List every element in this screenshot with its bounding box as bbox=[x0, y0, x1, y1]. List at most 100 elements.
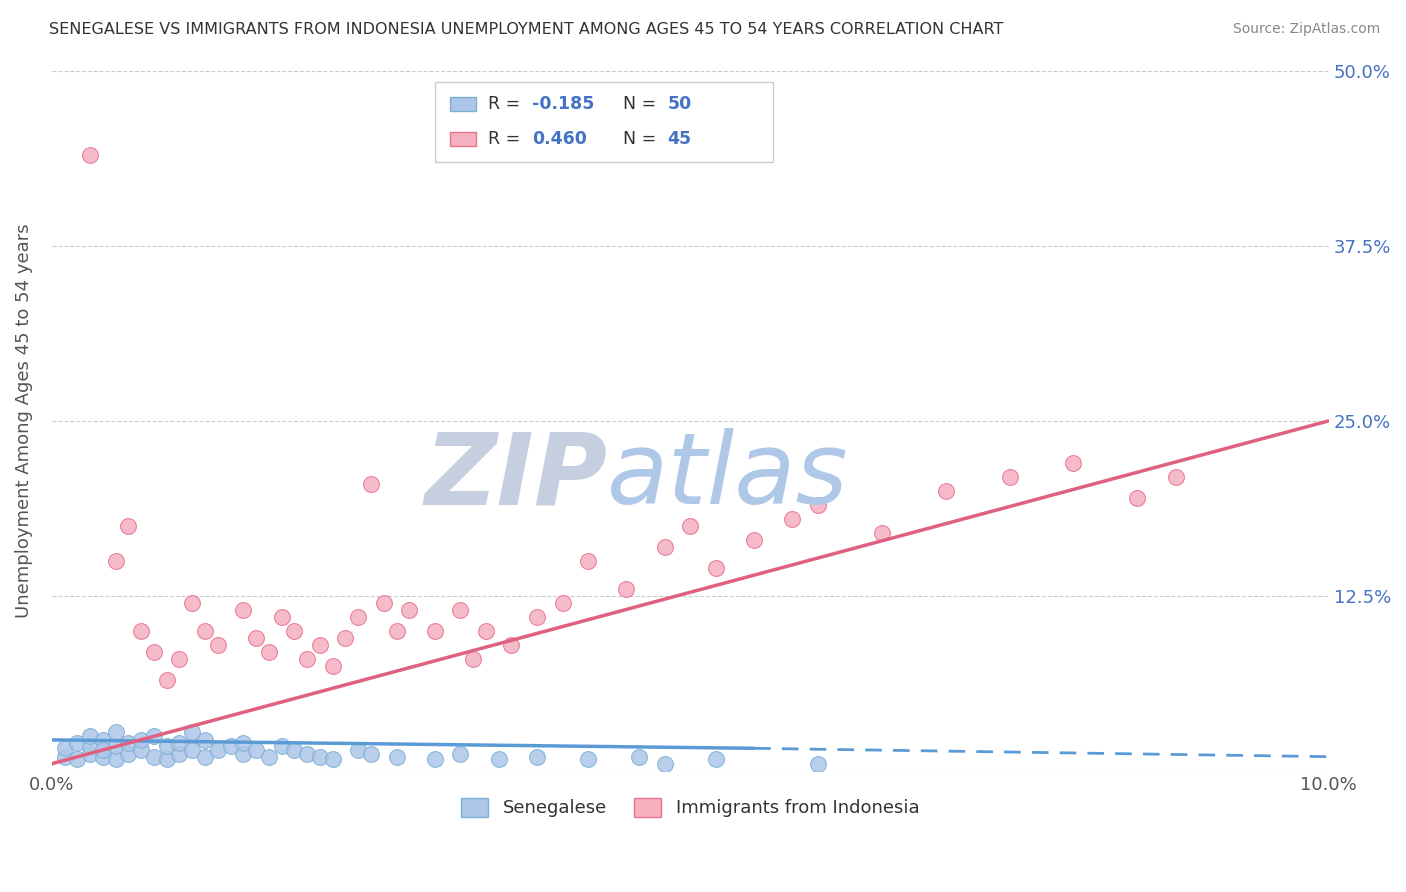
Point bbox=[283, 624, 305, 638]
Point bbox=[181, 596, 204, 610]
Point bbox=[129, 742, 152, 756]
Point bbox=[53, 749, 76, 764]
Point bbox=[309, 749, 332, 764]
Point bbox=[526, 749, 548, 764]
Point bbox=[576, 752, 599, 766]
Text: 0.460: 0.460 bbox=[531, 130, 586, 148]
Point bbox=[169, 736, 191, 750]
Point bbox=[117, 747, 139, 761]
Point bbox=[742, 533, 765, 547]
Text: R =: R = bbox=[488, 95, 526, 113]
Text: N =: N = bbox=[623, 130, 661, 148]
Point bbox=[79, 148, 101, 162]
Point bbox=[501, 638, 523, 652]
Point bbox=[232, 747, 254, 761]
Point bbox=[526, 609, 548, 624]
Point bbox=[628, 749, 651, 764]
Text: atlas: atlas bbox=[607, 428, 849, 525]
Point bbox=[347, 609, 370, 624]
Point bbox=[1062, 456, 1084, 470]
Legend: Senegalese, Immigrants from Indonesia: Senegalese, Immigrants from Indonesia bbox=[454, 791, 927, 824]
Point bbox=[998, 470, 1021, 484]
Text: -0.185: -0.185 bbox=[531, 95, 595, 113]
Point bbox=[295, 747, 318, 761]
Point bbox=[551, 596, 574, 610]
Point bbox=[935, 483, 957, 498]
Point bbox=[104, 739, 127, 753]
Point bbox=[782, 512, 804, 526]
Point bbox=[1126, 491, 1149, 505]
Point bbox=[156, 673, 179, 687]
Point bbox=[232, 736, 254, 750]
Point bbox=[1164, 470, 1187, 484]
Point bbox=[270, 609, 292, 624]
Point bbox=[66, 752, 89, 766]
Point bbox=[232, 603, 254, 617]
Point bbox=[219, 739, 242, 753]
Point bbox=[194, 749, 217, 764]
Point bbox=[488, 752, 510, 766]
Point bbox=[156, 739, 179, 753]
FancyBboxPatch shape bbox=[450, 132, 475, 146]
Point bbox=[309, 638, 332, 652]
Point bbox=[616, 582, 638, 596]
Point bbox=[257, 749, 280, 764]
Point bbox=[360, 747, 382, 761]
Point bbox=[181, 724, 204, 739]
Point bbox=[91, 742, 114, 756]
Point bbox=[373, 596, 395, 610]
Point bbox=[385, 624, 408, 638]
Point bbox=[156, 752, 179, 766]
Y-axis label: Unemployment Among Ages 45 to 54 years: Unemployment Among Ages 45 to 54 years bbox=[15, 224, 32, 618]
Point bbox=[295, 652, 318, 666]
Point bbox=[117, 736, 139, 750]
FancyBboxPatch shape bbox=[434, 81, 773, 162]
Point bbox=[807, 756, 830, 771]
Point bbox=[423, 752, 446, 766]
Point bbox=[347, 742, 370, 756]
Point bbox=[104, 724, 127, 739]
Point bbox=[245, 631, 267, 645]
Point bbox=[322, 658, 344, 673]
Point bbox=[475, 624, 498, 638]
Point bbox=[270, 739, 292, 753]
Point bbox=[335, 631, 357, 645]
Point bbox=[142, 729, 165, 743]
Point bbox=[53, 741, 76, 756]
Text: R =: R = bbox=[488, 130, 526, 148]
Text: N =: N = bbox=[623, 95, 661, 113]
Text: Source: ZipAtlas.com: Source: ZipAtlas.com bbox=[1233, 22, 1381, 37]
Point bbox=[66, 736, 89, 750]
Point bbox=[207, 638, 229, 652]
Point bbox=[245, 742, 267, 756]
Text: SENEGALESE VS IMMIGRANTS FROM INDONESIA UNEMPLOYMENT AMONG AGES 45 TO 54 YEARS C: SENEGALESE VS IMMIGRANTS FROM INDONESIA … bbox=[49, 22, 1004, 37]
Point bbox=[91, 749, 114, 764]
Text: 45: 45 bbox=[668, 130, 692, 148]
Point bbox=[104, 554, 127, 568]
Point bbox=[283, 742, 305, 756]
Point bbox=[117, 518, 139, 533]
Text: 50: 50 bbox=[668, 95, 692, 113]
Point bbox=[679, 518, 702, 533]
Point bbox=[129, 624, 152, 638]
Point bbox=[79, 739, 101, 753]
Point bbox=[169, 747, 191, 761]
Point bbox=[704, 561, 727, 575]
Point bbox=[654, 756, 676, 771]
Point bbox=[91, 732, 114, 747]
Point bbox=[129, 732, 152, 747]
Point bbox=[104, 752, 127, 766]
Point bbox=[257, 645, 280, 659]
Point bbox=[181, 742, 204, 756]
Point bbox=[576, 554, 599, 568]
Point bbox=[79, 747, 101, 761]
Point bbox=[169, 652, 191, 666]
Text: ZIP: ZIP bbox=[425, 428, 607, 525]
Point bbox=[142, 645, 165, 659]
Point bbox=[704, 752, 727, 766]
Point bbox=[385, 749, 408, 764]
Point bbox=[142, 749, 165, 764]
Point bbox=[322, 752, 344, 766]
Point bbox=[870, 525, 893, 540]
Point bbox=[79, 729, 101, 743]
